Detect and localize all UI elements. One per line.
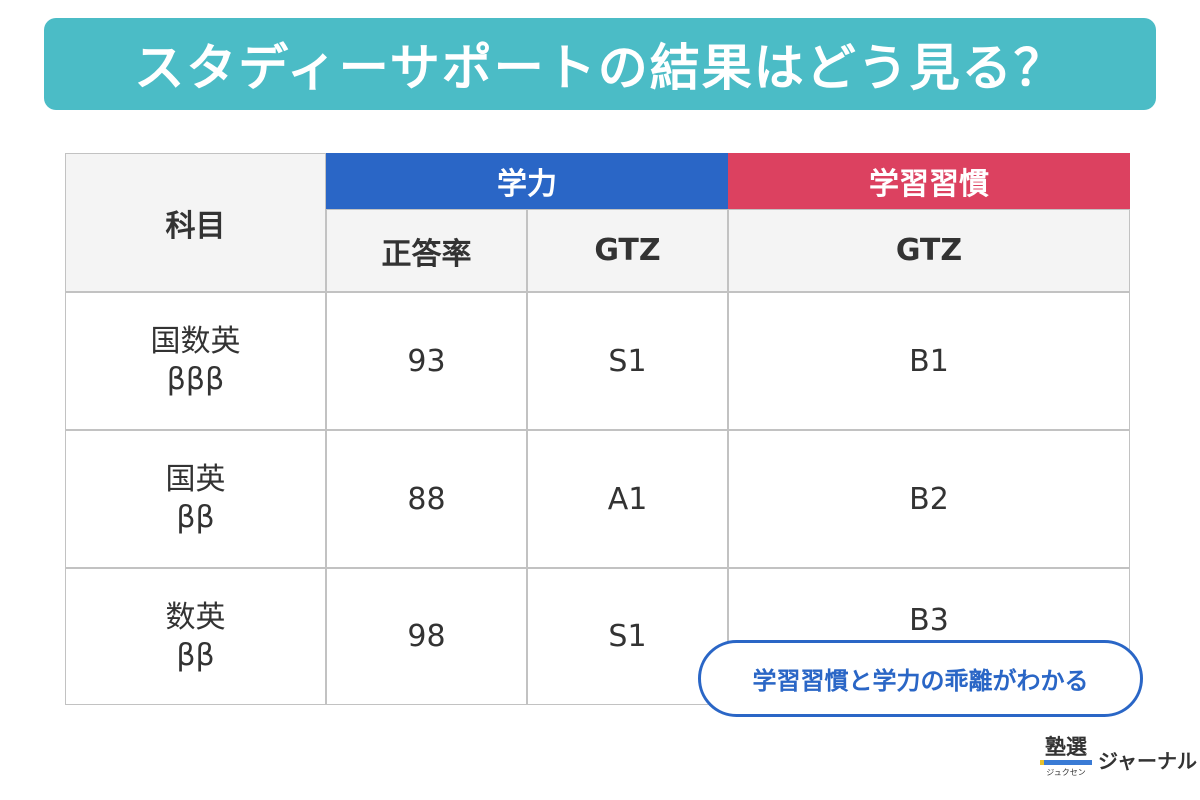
table-row-2-gtz-habit: B2 [728, 430, 1130, 568]
table-row-1-gtz-habit: B1 [728, 292, 1130, 430]
header-col-gtz-habit: GTZ [728, 209, 1130, 292]
logo-kana: ジュクセン [1046, 768, 1086, 777]
subject-level: ββ [176, 637, 215, 673]
subject-name: 国英 [165, 462, 226, 497]
logo-name: ジャーナル [1098, 749, 1197, 773]
title-banner: スタディーサポートの結果はどう見る？ [44, 18, 1156, 110]
table-row-1-subject: 国数英 βββ [65, 292, 326, 430]
callout-bubble: 学習習慣と学力の乖離がわかる [698, 640, 1143, 717]
table-row-3-subject: 数英 ββ [65, 568, 326, 705]
table-row-3-gtz-ability: S1 [527, 568, 728, 705]
header-subject: 科目 [65, 153, 326, 292]
results-table: 科目 学力 学習習慣 正答率 GTZ GTZ 国数英 βββ 93 S1 B1 … [65, 153, 1130, 705]
callout-text: 学習習慣と学力の乖離がわかる [752, 667, 1089, 695]
table-row-2-rate: 88 [326, 430, 527, 568]
logo-kanji: 塾選 [1045, 735, 1087, 759]
header-group-ability: 学力 [326, 153, 728, 209]
subject-level: ββ [176, 500, 215, 535]
brand-logo: 塾選 ジュクセン ジャーナル [1040, 735, 1197, 778]
table-row-2-subject: 国英 ββ [65, 430, 326, 568]
subject-name: 数英 [165, 599, 226, 635]
page-title: スタディーサポートの結果はどう見る？ [134, 39, 1066, 97]
table-row-1-gtz-ability: S1 [527, 292, 728, 430]
header-group-habit: 学習習慣 [728, 153, 1130, 209]
header-col-gtz-ability: GTZ [527, 209, 728, 292]
table-row-1-rate: 93 [326, 292, 527, 430]
pencil-icon [1040, 760, 1092, 765]
subject-name: 国数英 [150, 324, 241, 359]
header-col-rate: 正答率 [326, 209, 527, 292]
table-row-3-rate: 98 [326, 568, 527, 705]
subject-level: βββ [166, 362, 225, 397]
logo-mark: 塾選 ジュクセン [1040, 735, 1092, 778]
table-row-2-gtz-ability: A1 [527, 430, 728, 568]
